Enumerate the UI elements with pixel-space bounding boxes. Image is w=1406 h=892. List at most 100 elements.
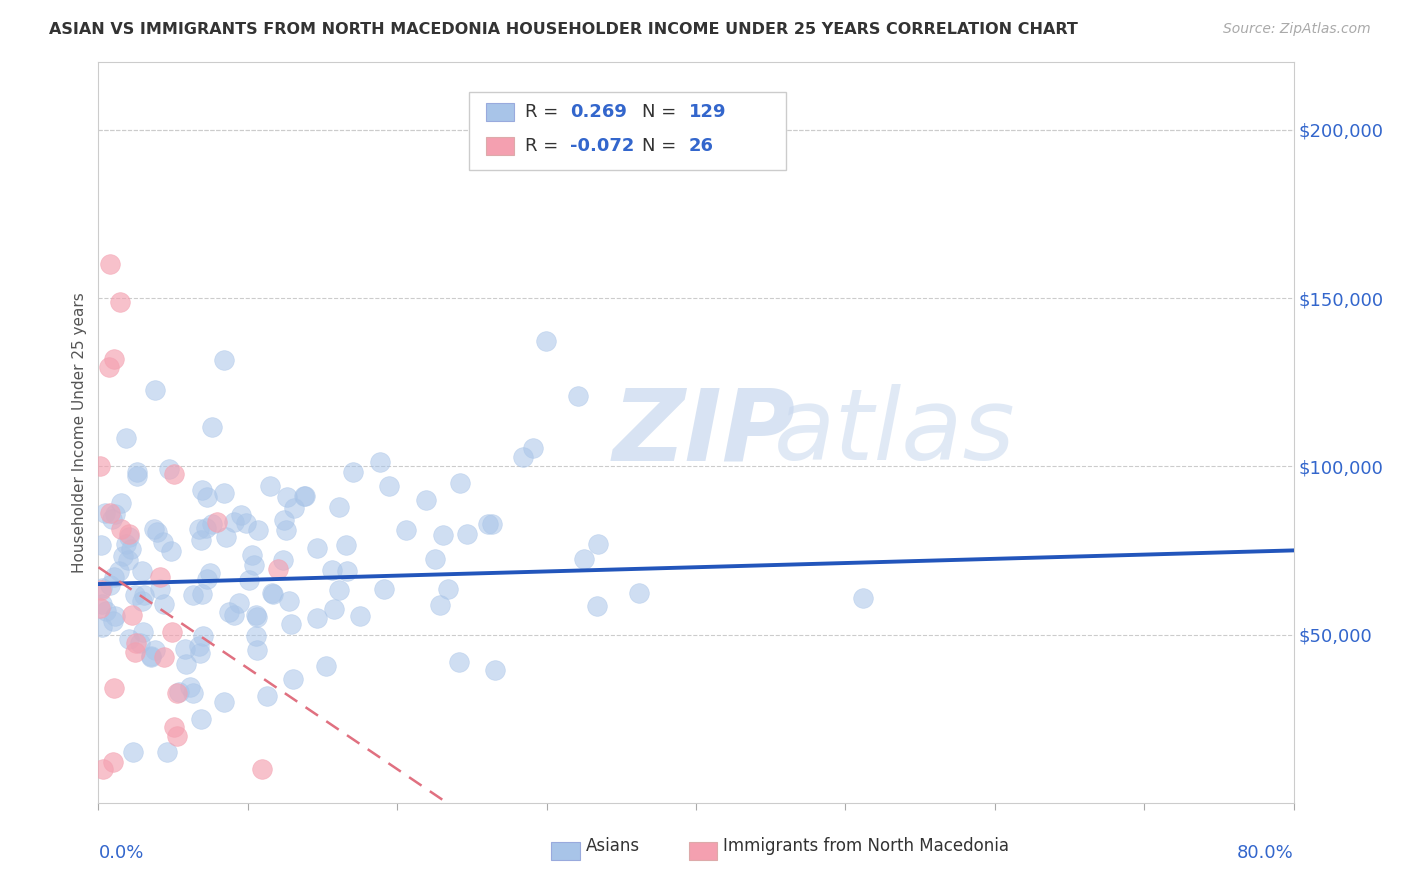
Point <box>115 431 138 445</box>
Point <box>96 603 118 617</box>
Point <box>108 294 131 309</box>
Point <box>322 602 344 616</box>
Point <box>91 762 114 776</box>
Point <box>267 561 290 575</box>
Point <box>104 608 127 623</box>
Point <box>273 513 295 527</box>
Point <box>89 601 111 615</box>
Point <box>134 587 156 601</box>
Point <box>449 476 471 491</box>
Text: -0.072: -0.072 <box>571 137 636 155</box>
Point <box>215 530 238 544</box>
Point <box>181 685 204 699</box>
Point <box>292 489 315 503</box>
Point <box>240 548 263 562</box>
Text: atlas: atlas <box>773 384 1015 481</box>
Point <box>115 537 138 551</box>
Point <box>574 552 596 566</box>
Point <box>429 598 451 612</box>
Point <box>152 534 174 549</box>
Point <box>307 541 329 555</box>
Point <box>187 522 209 536</box>
FancyBboxPatch shape <box>470 92 786 169</box>
Point <box>149 582 172 596</box>
FancyBboxPatch shape <box>551 842 581 860</box>
Point <box>124 645 146 659</box>
Point <box>437 582 460 597</box>
Point <box>191 587 214 601</box>
Point <box>149 570 172 584</box>
Text: Source: ZipAtlas.com: Source: ZipAtlas.com <box>1223 22 1371 37</box>
Point <box>89 458 111 473</box>
Point <box>110 522 132 536</box>
Point <box>125 636 148 650</box>
Point <box>121 608 143 623</box>
Point <box>212 695 235 709</box>
Point <box>425 552 447 566</box>
Point <box>250 762 273 776</box>
Point <box>522 441 544 455</box>
Point <box>157 462 180 476</box>
Point <box>281 672 304 686</box>
Y-axis label: Householder Income Under 25 years: Householder Income Under 25 years <box>72 293 87 573</box>
Point <box>449 655 471 669</box>
Point <box>166 730 188 744</box>
Text: N =: N = <box>643 137 682 155</box>
Point <box>628 586 651 600</box>
Point <box>262 587 284 601</box>
Text: Immigrants from North Macedonia: Immigrants from North Macedonia <box>724 837 1010 855</box>
Point <box>336 565 359 579</box>
Point <box>229 508 252 522</box>
Point <box>94 506 117 520</box>
Point <box>167 685 190 699</box>
Point <box>271 552 294 566</box>
FancyBboxPatch shape <box>689 842 717 860</box>
Point <box>245 608 267 623</box>
Text: 129: 129 <box>689 103 727 121</box>
Point <box>243 558 266 572</box>
Point <box>246 610 269 624</box>
Point <box>315 658 337 673</box>
Text: R =: R = <box>524 103 564 121</box>
Point <box>283 500 305 515</box>
FancyBboxPatch shape <box>485 137 515 155</box>
Point <box>377 479 399 493</box>
Text: ASIAN VS IMMIGRANTS FROM NORTH MACEDONIA HOUSEHOLDER INCOME UNDER 25 YEARS CORRE: ASIAN VS IMMIGRANTS FROM NORTH MACEDONIA… <box>49 22 1078 37</box>
Point <box>335 537 357 551</box>
Text: ZIP: ZIP <box>613 384 796 481</box>
Point <box>228 596 250 610</box>
Point <box>121 745 143 759</box>
Point <box>247 523 270 537</box>
Point <box>163 721 186 735</box>
Point <box>484 663 506 677</box>
Point <box>274 524 297 538</box>
Text: N =: N = <box>643 103 682 121</box>
Point <box>181 588 204 602</box>
Point <box>107 564 129 578</box>
Point <box>118 530 141 544</box>
Point <box>262 586 284 600</box>
Point <box>321 563 343 577</box>
Point <box>201 516 224 531</box>
Point <box>152 597 174 611</box>
Point <box>146 524 169 539</box>
Point <box>586 599 609 613</box>
Point <box>205 516 228 530</box>
Point <box>103 570 125 584</box>
Point <box>586 537 609 551</box>
Point <box>395 523 418 537</box>
Point <box>125 468 148 483</box>
Point <box>259 479 281 493</box>
Point <box>90 581 112 595</box>
Point <box>166 686 188 700</box>
Point <box>235 516 257 531</box>
Point <box>143 522 166 536</box>
Point <box>222 515 245 529</box>
Point <box>276 490 298 504</box>
Point <box>195 490 218 504</box>
Point <box>238 574 260 588</box>
Point <box>198 566 221 581</box>
Point <box>132 624 155 639</box>
Point <box>159 544 181 558</box>
Text: R =: R = <box>524 137 564 155</box>
